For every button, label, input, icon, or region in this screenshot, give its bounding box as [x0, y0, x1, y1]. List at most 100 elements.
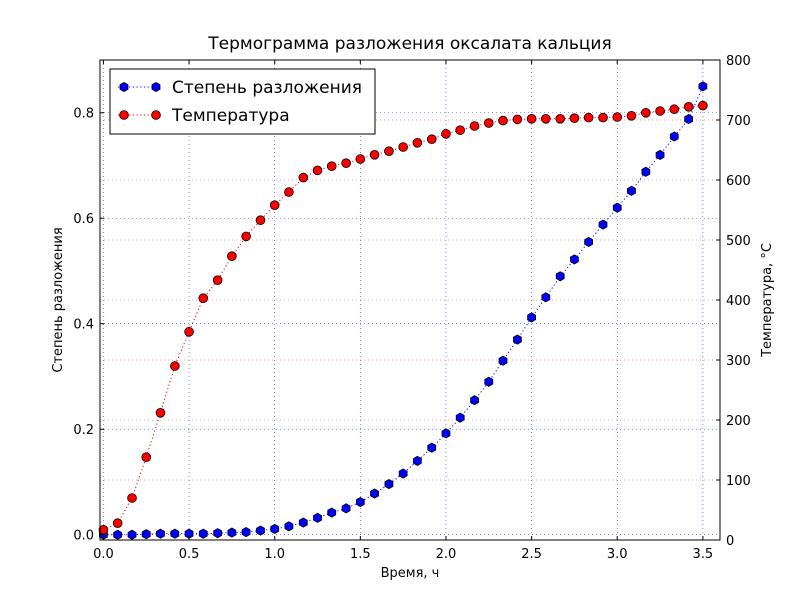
data-point [355, 154, 366, 164]
data-point [583, 112, 594, 123]
data-point [426, 134, 437, 145]
data-point [326, 161, 337, 172]
data-point [484, 376, 494, 387]
y-tick-label: 0.4 [73, 318, 94, 333]
data-point [526, 114, 537, 124]
data-point [598, 112, 608, 123]
data-point [155, 407, 166, 418]
data-point [127, 529, 137, 540]
data-point [270, 523, 280, 534]
data-point [269, 200, 280, 211]
data-point [683, 102, 694, 112]
data-point [170, 528, 180, 539]
y2-tick-label: 0 [726, 534, 734, 549]
data-point [213, 528, 223, 539]
data-point [398, 468, 408, 479]
data-point [455, 125, 465, 135]
data-point [227, 251, 237, 262]
y2-tick-label: 300 [726, 354, 751, 369]
data-point [698, 100, 708, 111]
data-point [427, 442, 437, 453]
data-point [584, 236, 594, 248]
x-tick-label: 3.0 [607, 547, 628, 562]
legend-marker [151, 110, 161, 120]
y2-tick-label: 500 [726, 234, 751, 249]
data-point [684, 114, 694, 125]
data-point [455, 412, 465, 423]
data-point [498, 355, 508, 366]
y-tick-label: 0.6 [73, 212, 94, 227]
legend-label: Степень разложения [172, 78, 362, 98]
data-point [612, 112, 623, 122]
data-point [555, 271, 565, 282]
data-point [370, 488, 379, 499]
data-point [512, 114, 523, 125]
data-point [313, 512, 322, 523]
data-point [555, 114, 566, 124]
data-point [241, 231, 251, 242]
y-axis-label-left: Степень разложения [51, 227, 66, 372]
x-tick-label: 2.0 [436, 547, 457, 562]
y2-tick-label: 700 [726, 114, 751, 129]
data-point [312, 165, 323, 176]
y2-tick-label: 600 [726, 174, 751, 189]
y-tick-label: 0.0 [73, 529, 94, 544]
series-2 [98, 100, 708, 535]
legend-marker [119, 110, 129, 120]
y2-tick-label: 200 [726, 414, 751, 429]
data-point [184, 326, 194, 337]
x-tick-label: 0.0 [93, 547, 114, 562]
data-point [284, 521, 294, 532]
data-point [412, 138, 423, 148]
data-point [669, 131, 679, 142]
data-point [327, 507, 337, 518]
series-layer [98, 81, 708, 540]
data-point [298, 517, 308, 528]
legend: Степень разложения Температура [109, 68, 376, 135]
data-point [441, 428, 451, 439]
data-point [241, 527, 251, 538]
data-point [284, 187, 294, 197]
data-point [298, 172, 309, 183]
y-tick-label: 0.2 [73, 423, 94, 438]
data-point [341, 158, 351, 169]
data-point [655, 106, 665, 116]
data-point [569, 113, 580, 123]
x-tick-label: 2.5 [521, 547, 542, 562]
data-point [698, 81, 708, 92]
data-point [113, 529, 123, 540]
legend-item: Степень разложения [118, 78, 362, 98]
data-point [98, 524, 109, 535]
data-point [198, 528, 208, 539]
y-axis-label-right: Температура, °C [760, 243, 775, 358]
data-point [198, 293, 209, 304]
data-point [626, 111, 637, 121]
data-point [112, 518, 123, 528]
x-tick-label: 3.5 [693, 547, 714, 562]
y2-tick-label: 400 [726, 294, 751, 309]
data-point [156, 528, 165, 539]
data-point [541, 114, 551, 124]
data-point [355, 496, 365, 508]
y2-tick-label: 100 [726, 474, 751, 489]
data-point [384, 479, 394, 490]
legend-item: Температура [118, 106, 290, 126]
x-tick-label: 1.5 [350, 547, 371, 562]
legend-label: Температура [171, 106, 290, 126]
data-point [412, 455, 422, 466]
data-point [441, 129, 451, 139]
axis-ticks: 0.0 0.5 1.0 1.5 2.0 2.5 3.0 3.5 0.0 0.2 0.4 0.6 0.8 0… [73, 54, 751, 562]
x-tick-label: 0.5 [179, 547, 200, 562]
data-point [655, 149, 665, 161]
data-point [170, 361, 180, 371]
x-tick-label: 1.0 [264, 547, 285, 562]
data-point [212, 275, 223, 286]
data-point [369, 150, 380, 160]
data-point [527, 312, 536, 323]
data-point [398, 142, 408, 152]
data-point [141, 529, 151, 540]
data-point [627, 185, 636, 196]
data-point [483, 118, 494, 128]
legend-box [109, 68, 376, 135]
series-1 [99, 81, 708, 540]
